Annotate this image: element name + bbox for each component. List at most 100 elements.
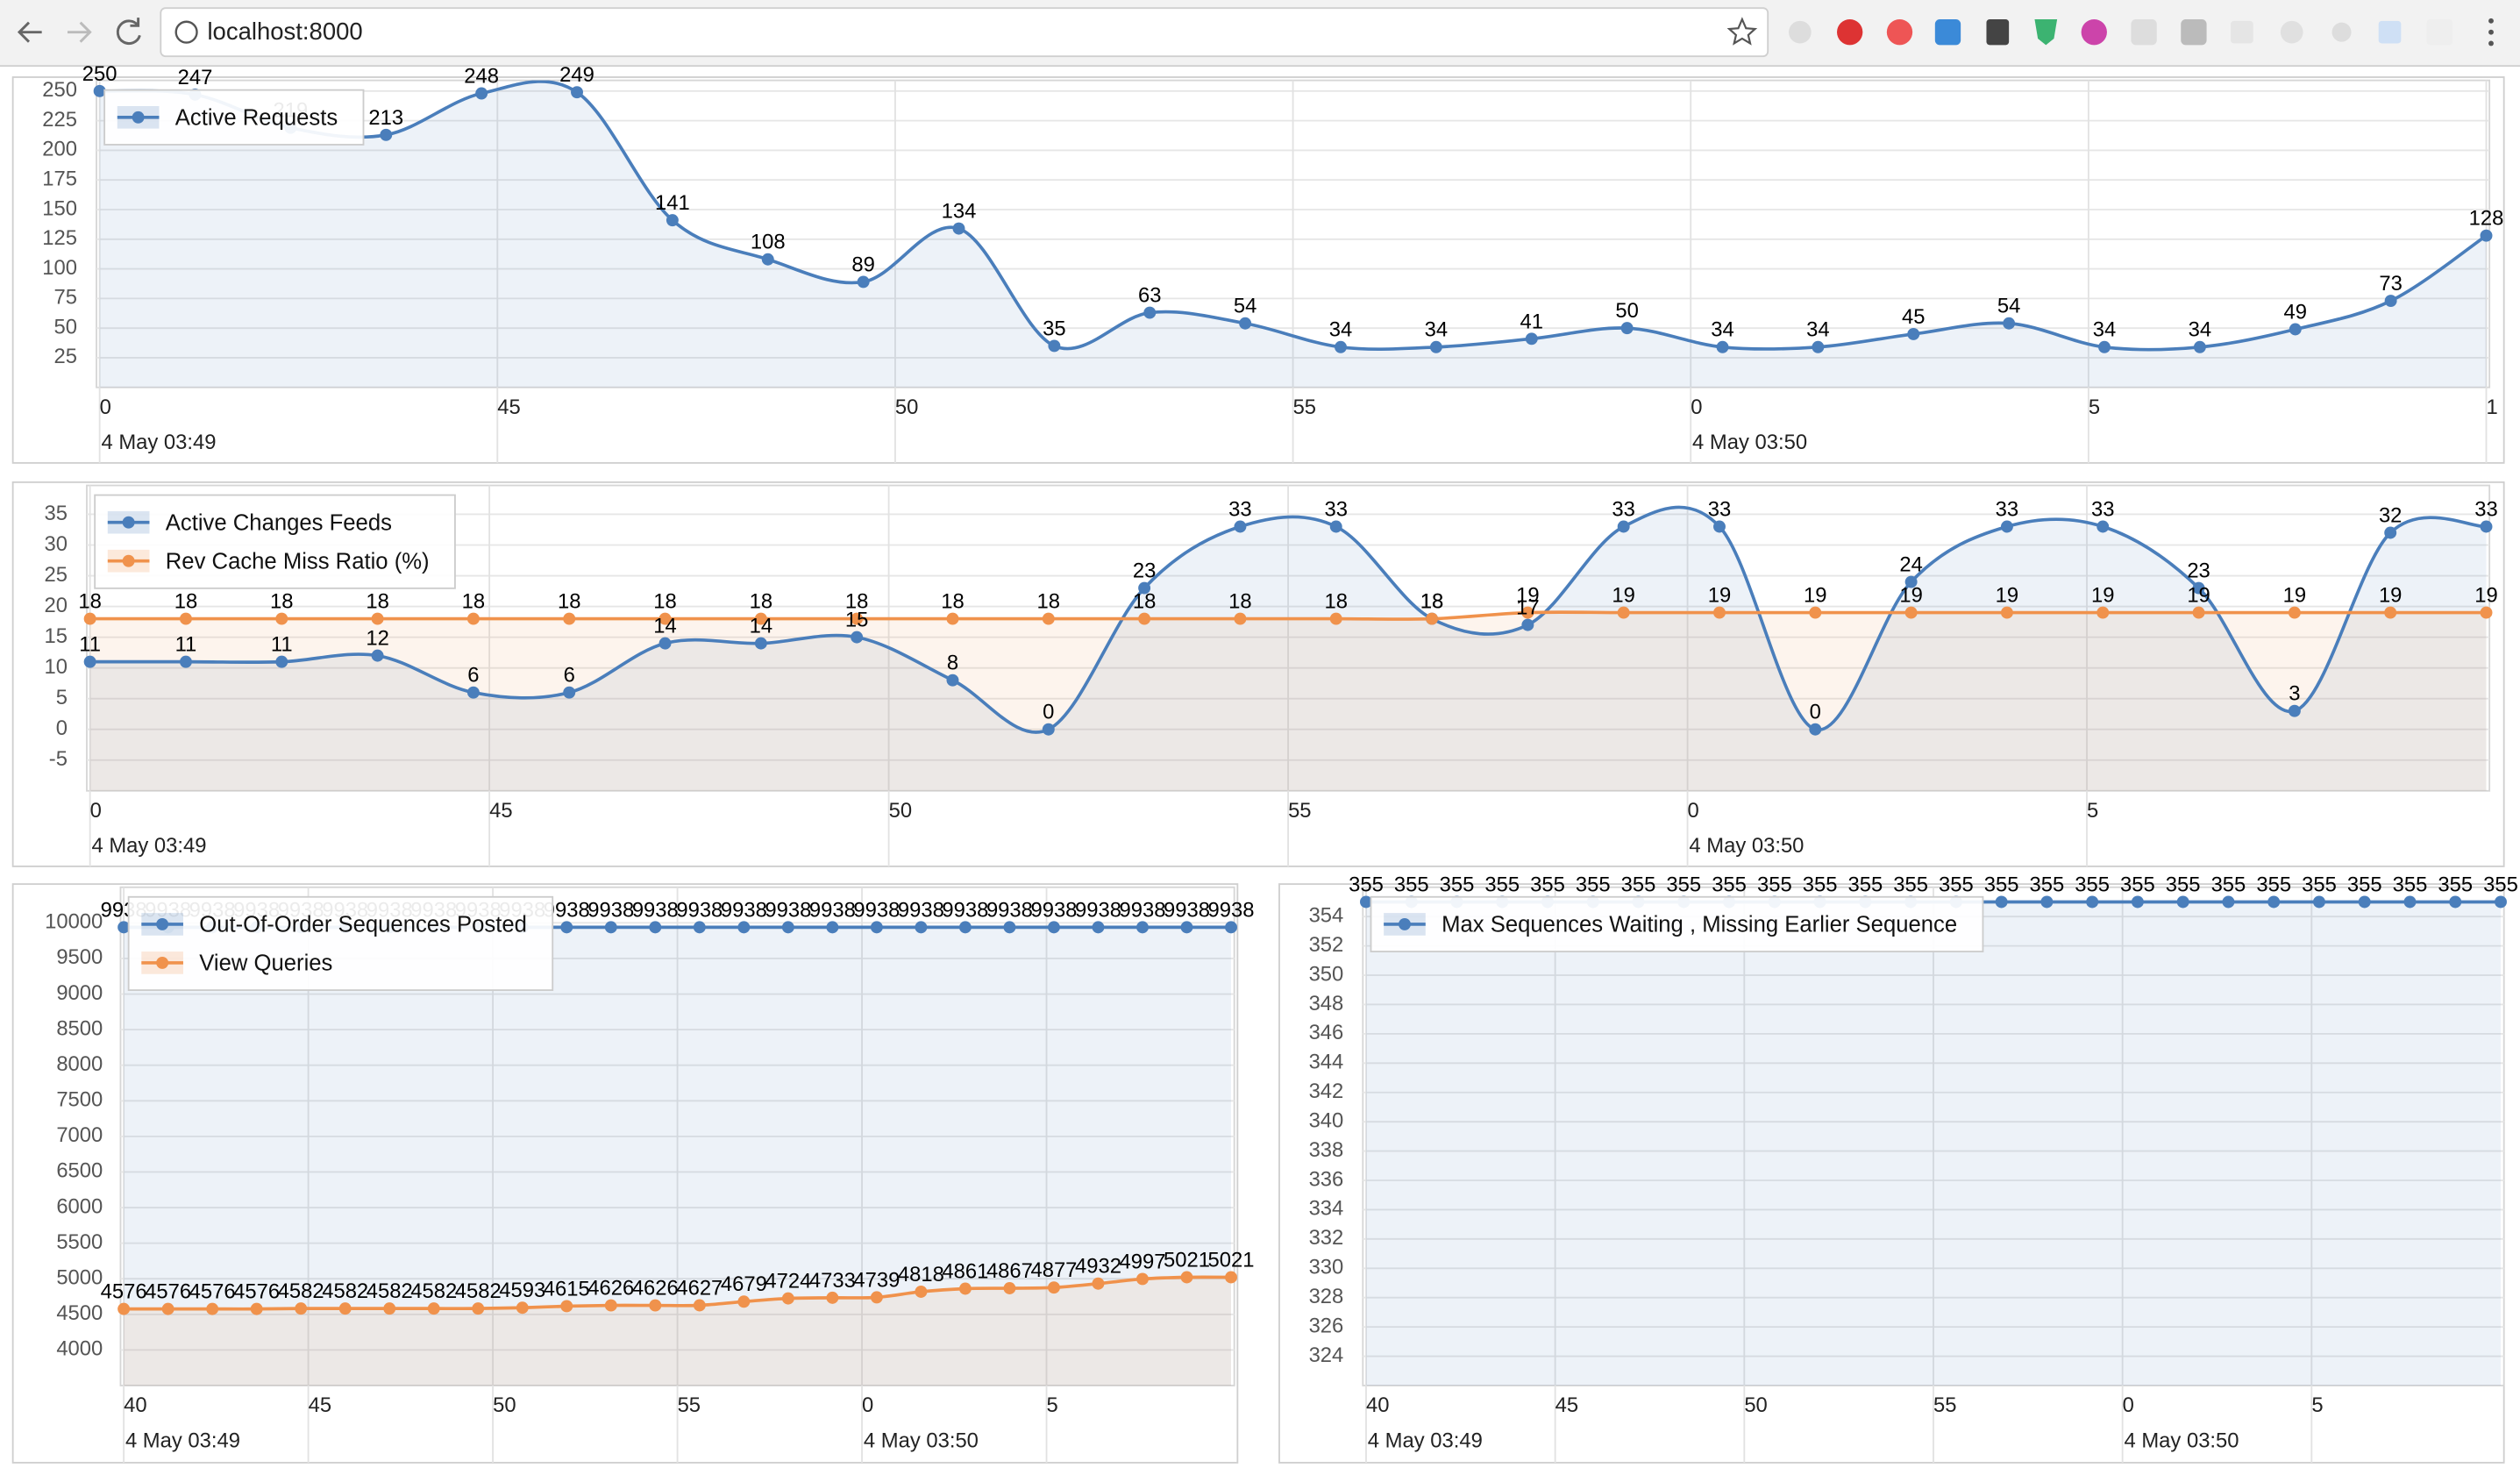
y-tick-label: 8000 (56, 1052, 103, 1076)
data-label: 248 (464, 64, 499, 88)
data-point (693, 921, 706, 934)
extension[interactable] (2231, 20, 2253, 44)
data-point (754, 612, 767, 625)
data-label: 355 (1893, 873, 1928, 896)
y-tick-label: 125 (42, 226, 77, 250)
x-tick-label: 40 (124, 1393, 147, 1417)
legend-swatch-dot (156, 917, 169, 930)
data-label: 355 (1440, 873, 1475, 896)
data-label: 6 (467, 664, 479, 688)
data-point (1047, 921, 1060, 934)
legend-label: Active Changes Feeds (166, 510, 392, 535)
forward-button[interactable] (67, 21, 92, 43)
data-label: 8 (947, 652, 958, 675)
menu-dot[interactable] (2488, 29, 2494, 35)
extension[interactable] (2426, 18, 2453, 46)
data-label: 355 (1847, 873, 1883, 896)
date-label: 4 May 03:49 (125, 1429, 240, 1452)
data-label: 355 (1349, 873, 1384, 896)
menu-dot[interactable] (2488, 18, 2494, 24)
data-label: 250 (82, 62, 117, 86)
extension[interactable] (2081, 18, 2107, 46)
data-point (857, 275, 870, 289)
extension[interactable] (2034, 18, 2058, 46)
data-label: 63 (1138, 284, 1162, 308)
data-label: 4626 (587, 1277, 634, 1301)
data-point (946, 673, 959, 687)
extension[interactable] (2378, 20, 2402, 44)
data-label: 4877 (1030, 1258, 1077, 1282)
series-line (89, 505, 2487, 734)
data-label: 9938 (898, 898, 944, 922)
back-button[interactable] (17, 21, 42, 43)
data-label: 355 (1394, 873, 1429, 896)
data-point (93, 84, 106, 97)
y-tick-label: 6000 (56, 1194, 103, 1218)
data-point (826, 921, 839, 934)
x-tick-label: 0 (1691, 396, 1702, 419)
data-label: 33 (2474, 497, 2498, 521)
area-fill (89, 507, 2487, 791)
data-label: 355 (2256, 873, 2291, 896)
data-label: 34 (1806, 318, 1830, 342)
data-label: 34 (2093, 318, 2117, 342)
y-tick-label: 342 (1309, 1080, 1344, 1103)
data-point (781, 921, 794, 934)
data-point (2131, 895, 2144, 909)
y-tick-label: 25 (44, 563, 67, 587)
data-point (275, 655, 288, 668)
reload-button[interactable] (116, 18, 141, 45)
data-label: 355 (2438, 873, 2473, 896)
address-bar[interactable] (160, 7, 1769, 58)
extension[interactable] (1789, 20, 1812, 44)
data-label: 18 (845, 590, 869, 614)
data-label: 355 (2166, 873, 2201, 896)
data-point (1521, 606, 1534, 619)
data-point (2480, 606, 2493, 619)
data-label: 18 (270, 590, 294, 614)
extension[interactable] (1837, 18, 1863, 46)
extension[interactable] (2331, 22, 2352, 42)
data-point (1138, 581, 1151, 595)
data-label: 4861 (942, 1259, 988, 1283)
extension[interactable] (2131, 18, 2157, 46)
menu-dot[interactable] (2488, 40, 2494, 46)
data-point (466, 686, 480, 699)
data-label: 23 (2187, 559, 2210, 583)
data-point (1136, 1272, 1149, 1286)
extension[interactable] (2280, 20, 2303, 44)
data-point (2480, 229, 2493, 242)
data-point (2384, 295, 2397, 308)
data-point (754, 637, 767, 650)
bookmark-star[interactable] (1726, 17, 1758, 46)
data-point (1003, 1282, 1016, 1294)
y-tick-label: 75 (53, 286, 76, 310)
data-label: 12 (366, 627, 389, 651)
x-tick-label: 45 (1555, 1393, 1579, 1417)
data-label: 9938 (986, 898, 1033, 922)
data-label: 9938 (853, 898, 900, 922)
x-tick-label: 45 (497, 396, 520, 419)
extension[interactable] (2181, 18, 2207, 46)
extension[interactable] (1986, 18, 2010, 46)
data-point (1429, 340, 1442, 353)
info-icon[interactable] (174, 20, 198, 44)
y-tick-label: 9000 (56, 981, 103, 1005)
y-tick-label: 5500 (56, 1230, 103, 1254)
data-label: 355 (1939, 873, 1974, 896)
data-label: 11 (79, 633, 101, 657)
data-label: 34 (2189, 318, 2211, 342)
legend: Active Requests (103, 89, 365, 146)
data-label: 34 (1425, 318, 1449, 342)
data-point (516, 1301, 529, 1315)
data-label: 3 (2289, 682, 2300, 706)
extension[interactable] (1886, 18, 1913, 46)
x-tick-label: 0 (2123, 1393, 2134, 1417)
extension[interactable] (1934, 18, 1961, 46)
legend: Active Changes Feeds Rev Cache Miss Ratio… (94, 494, 456, 589)
data-point (649, 1299, 662, 1312)
data-label: 355 (1803, 873, 1838, 896)
data-label: 4867 (986, 1259, 1033, 1283)
